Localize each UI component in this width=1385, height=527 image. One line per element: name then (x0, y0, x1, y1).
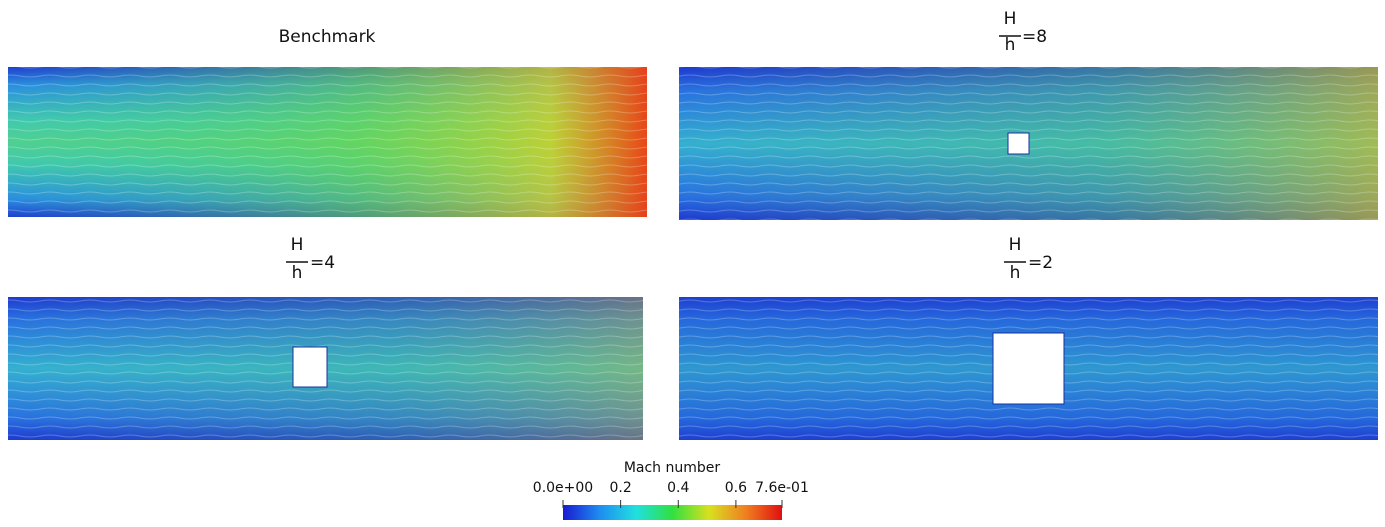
colorbar-scale (563, 505, 782, 520)
ratio-value: =4 (310, 253, 335, 273)
denominator: h (1010, 263, 1021, 283)
streamlines (8, 67, 647, 217)
panel-h4: H h =4 (8, 235, 643, 440)
panel-h2: H h =2 (679, 235, 1378, 440)
obstacle (292, 346, 328, 388)
obstacle (992, 332, 1065, 405)
denominator: h (1005, 35, 1016, 55)
panel-benchmark: Benchmark (8, 27, 647, 217)
denominator: h (292, 263, 303, 283)
numerator: H (291, 235, 304, 255)
obstacle (1007, 132, 1030, 155)
colorbar-tick-label: 0.0e+00 (533, 480, 593, 496)
panel-h8: H h =8 (679, 9, 1378, 220)
colorbar-title: Mach number (624, 460, 721, 476)
panel-title: Benchmark (279, 27, 376, 47)
colorbar-tick-label: 0.2 (609, 480, 631, 496)
ratio-value: =2 (1028, 253, 1053, 273)
colorbar-tick-label: 0.4 (667, 480, 689, 496)
numerator: H (1009, 235, 1022, 255)
colorbar: Mach number 0.0e+00 0.2 0.4 0.6 7.6e-01 (533, 460, 809, 520)
ratio-value: =8 (1022, 27, 1047, 47)
colorbar-tick-label: 0.6 (725, 480, 747, 496)
numerator: H (1004, 9, 1017, 29)
colorbar-tick-label: 7.6e-01 (755, 480, 809, 496)
